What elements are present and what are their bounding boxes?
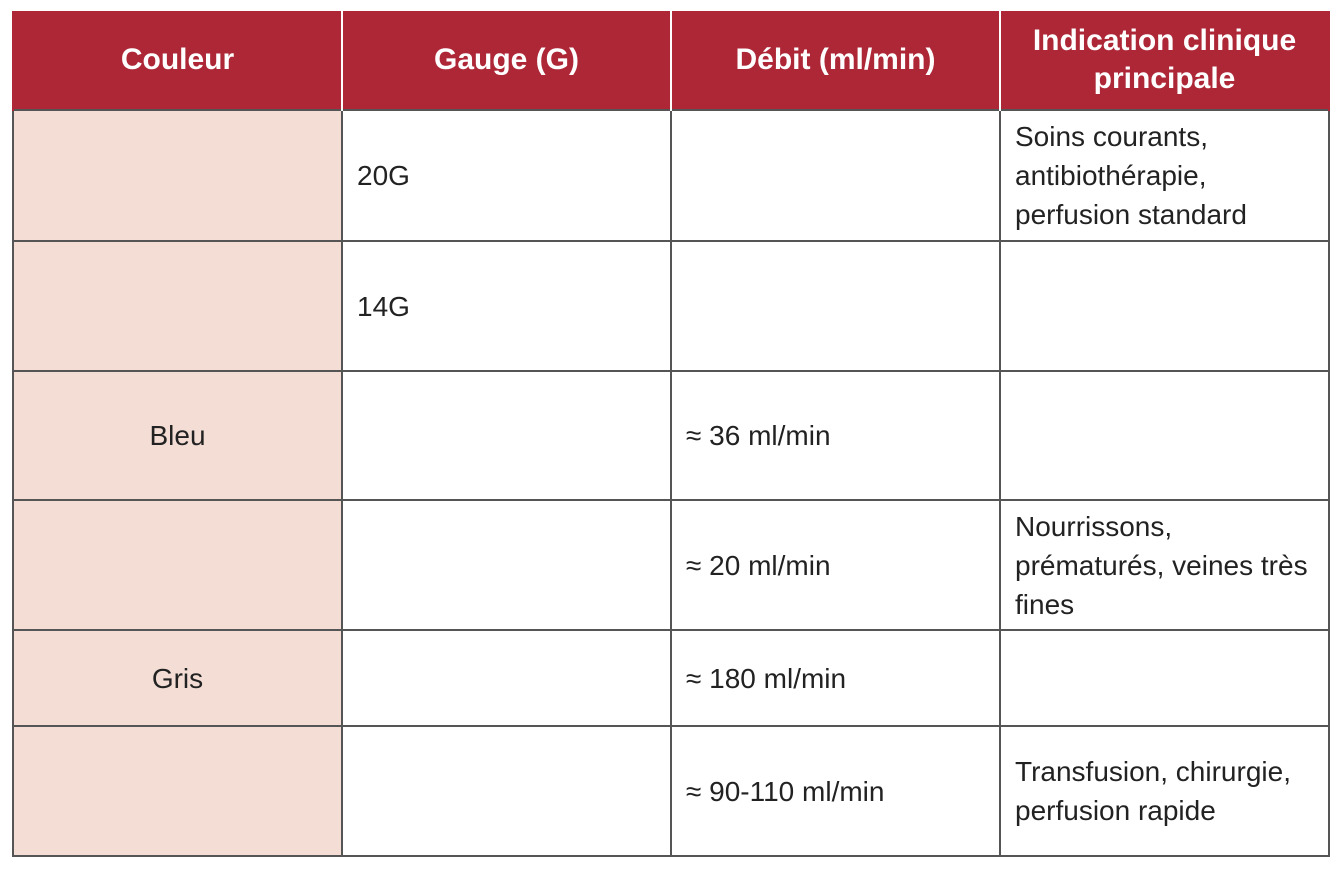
table-cell: ≈ 180 ml/min <box>670 629 1001 727</box>
table-cell: 20G <box>341 109 672 242</box>
table-row: ≈ 90-110 ml/min Transfusion, chirurgie, p… <box>12 725 1330 857</box>
header-cell: Indication clinique principale <box>999 11 1330 110</box>
table-cell <box>12 240 343 372</box>
table-cell: Nourrissons, prématurés, veines très fin… <box>999 499 1330 631</box>
table-cell <box>341 499 672 631</box>
table-cell <box>341 629 672 727</box>
table-cell <box>999 240 1330 372</box>
header-cell: Gauge (G) <box>341 11 672 110</box>
table-cell: ≈ 90-110 ml/min <box>670 725 1001 857</box>
table-cell: Transfusion, chirurgie, perfusion rapide <box>999 725 1330 857</box>
table-row: Gris ≈ 180 ml/min <box>12 629 1330 727</box>
table-cell <box>999 629 1330 727</box>
table-cell <box>341 725 672 857</box>
table-header: Couleur Gauge (G) Débit (ml/min) Indication… <box>12 11 1330 110</box>
table-cell <box>670 240 1001 372</box>
catheter-table: Couleur Gauge (G) Débit (ml/min) Indication… <box>12 11 1330 857</box>
table-cell: Soins courants, antibiothérapie, perfusi… <box>999 109 1330 242</box>
table-cell: ≈ 20 ml/min <box>670 499 1001 631</box>
table-cell <box>341 370 672 501</box>
table-cell <box>12 109 343 242</box>
table-cell <box>12 499 343 631</box>
table-row: 20G Soins courants, antibiothérapie, perf… <box>12 109 1330 242</box>
table-cell: 14G <box>341 240 672 372</box>
table-body: 20G Soins courants, antibiothérapie, perf… <box>12 109 1330 857</box>
table-cell <box>670 109 1001 242</box>
table-row: Bleu ≈ 36 ml/min <box>12 370 1330 501</box>
table-row: ≈ 20 ml/min Nourrissons, prématurés, vein… <box>12 499 1330 631</box>
table-cell: Gris <box>12 629 343 727</box>
header-row: Couleur Gauge (G) Débit (ml/min) Indication… <box>12 11 1330 110</box>
header-cell: Débit (ml/min) <box>670 11 1001 110</box>
header-cell: Couleur <box>12 11 343 110</box>
table-cell <box>12 725 343 857</box>
table-cell: Bleu <box>12 370 343 501</box>
table-cell <box>999 370 1330 501</box>
table-row: 14G <box>12 240 1330 372</box>
table-cell: ≈ 36 ml/min <box>670 370 1001 501</box>
